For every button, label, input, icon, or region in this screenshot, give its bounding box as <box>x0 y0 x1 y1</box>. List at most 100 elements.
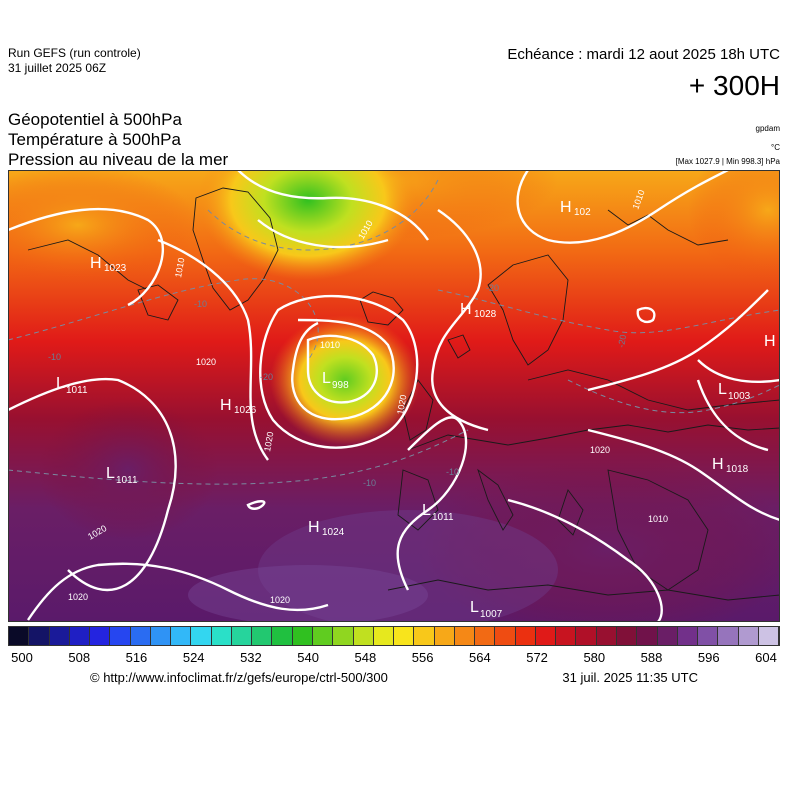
svg-text:1003: 1003 <box>728 391 751 402</box>
color-swatch <box>211 627 232 645</box>
svg-text:1011: 1011 <box>432 512 454 523</box>
color-swatch <box>292 627 313 645</box>
svg-text:1007: 1007 <box>480 609 503 620</box>
scale-tick-label: 524 <box>182 650 205 665</box>
color-swatch <box>9 627 30 645</box>
isobar-label: 1020 <box>270 595 290 605</box>
svg-text:1018: 1018 <box>726 464 749 475</box>
isobars <box>8 170 780 622</box>
color-swatch <box>353 627 374 645</box>
param-temperature: Température à 500hPa <box>8 130 181 149</box>
pressure-center: L 1003 <box>718 381 751 402</box>
color-swatch <box>110 627 131 645</box>
isobar-label: 1010 <box>648 514 668 524</box>
color-swatch <box>272 627 293 645</box>
scale-tick-label: 588 <box>640 650 663 665</box>
color-swatch <box>677 627 699 645</box>
scale-tick-label: 516 <box>125 650 148 665</box>
color-swatch <box>171 627 192 645</box>
isobar-label: 1020 <box>590 445 610 455</box>
svg-text:H: H <box>90 255 102 272</box>
pressure-center: H 1018 <box>712 456 749 475</box>
svg-text:H: H <box>560 199 572 216</box>
pressure-center: H 1023 <box>90 255 127 274</box>
isotherm-label: -10 <box>363 478 376 488</box>
pressure-center: L 998 <box>322 370 349 391</box>
svg-text:998: 998 <box>332 380 349 391</box>
scale-tick-label: 596 <box>697 650 720 665</box>
minmax-pressure: [Max 1027.9 | Min 998.3] hPa <box>675 157 780 166</box>
isobar-label: 1020 <box>395 394 408 415</box>
valid-time: Echéance : mardi 12 aout 2025 18h UTC <box>507 46 780 63</box>
color-swatch <box>616 627 638 645</box>
color-swatch <box>373 627 395 645</box>
pressure-center: H <box>764 333 776 350</box>
color-swatch <box>454 627 476 645</box>
isobar-label: 1020 <box>262 431 275 452</box>
scale-tick-label: 604 <box>755 650 777 665</box>
scale-tick-label: 572 <box>526 650 548 665</box>
svg-text:H: H <box>308 519 320 536</box>
color-swatch <box>556 627 577 645</box>
color-swatch <box>191 627 212 645</box>
run-name: Run GEFS (run controle) <box>8 46 141 60</box>
svg-text:L: L <box>56 375 65 392</box>
scale-tick-label: 564 <box>468 650 491 665</box>
color-swatch <box>150 627 172 645</box>
color-swatch <box>333 627 354 645</box>
pressure-center: L 1011 <box>56 375 88 396</box>
param-geopotential: Géopotentiel à 500hPa <box>8 110 182 129</box>
color-scale-bar <box>8 626 780 646</box>
color-swatch <box>637 627 658 645</box>
source-credit: © http://www.infoclimat.fr/z/gefs/europe… <box>90 670 388 685</box>
isotherm-label: -10 <box>194 299 207 309</box>
run-date: 31 juillet 2025 06Z <box>8 61 107 75</box>
pressure-center: H 1028 <box>460 301 497 320</box>
isotherm-label: -20 <box>486 283 499 293</box>
isotherm-label: -20 <box>260 372 273 382</box>
isobar-labels: 1020 1020 1020 1020 1020 1010 1010 1010 … <box>68 188 668 605</box>
color-swatch <box>475 627 496 645</box>
unit-temp: °C <box>771 143 780 152</box>
svg-text:L: L <box>470 599 479 616</box>
isotherm-labels: -10 -10 -10 -20 -20 -20 -10 <box>48 283 628 488</box>
color-swatch <box>414 627 435 645</box>
color-swatch <box>718 627 739 645</box>
generated-timestamp: 31 juil. 2025 11:35 UTC <box>562 670 698 685</box>
isobar-label: 1020 <box>68 592 88 602</box>
scale-tick-label: 500 <box>11 650 33 665</box>
scale-tick-label: 556 <box>411 650 434 665</box>
isotherm-label: -10 <box>48 352 61 362</box>
color-swatch <box>535 627 557 645</box>
color-swatch <box>69 627 91 645</box>
svg-text:H: H <box>460 301 472 318</box>
color-swatch <box>252 627 273 645</box>
color-swatch <box>576 627 597 645</box>
isotherm-label: -20 <box>616 334 628 349</box>
svg-text:H: H <box>764 333 776 350</box>
isobar-label: 1010 <box>320 340 340 350</box>
scale-tick-label: 508 <box>68 650 91 665</box>
color-swatch <box>515 627 536 645</box>
svg-text:L: L <box>322 370 331 387</box>
color-swatch <box>49 627 70 645</box>
svg-text:102: 102 <box>574 207 591 218</box>
color-swatch <box>596 627 617 645</box>
svg-text:1011: 1011 <box>66 385 88 396</box>
svg-text:1024: 1024 <box>322 527 345 538</box>
svg-text:L: L <box>106 465 115 482</box>
pressure-center: L 1011 <box>422 502 454 523</box>
pressure-centers: H 1023 H 1026 L 1011 L 1011 L 998 H 1028 H 1024… <box>56 199 776 620</box>
isobar-label: 1020 <box>196 357 216 367</box>
color-swatch <box>738 627 759 645</box>
pressure-center: H 102 <box>560 199 591 218</box>
color-swatch <box>312 627 334 645</box>
pressure-center: L 1011 <box>106 465 138 486</box>
svg-text:1011: 1011 <box>116 475 138 486</box>
svg-text:H: H <box>712 456 724 473</box>
color-swatch <box>657 627 678 645</box>
scale-tick-label: 532 <box>240 650 262 665</box>
scale-tick-label: 548 <box>354 650 377 665</box>
color-swatch <box>394 627 415 645</box>
pressure-center: H 1024 <box>308 519 345 538</box>
